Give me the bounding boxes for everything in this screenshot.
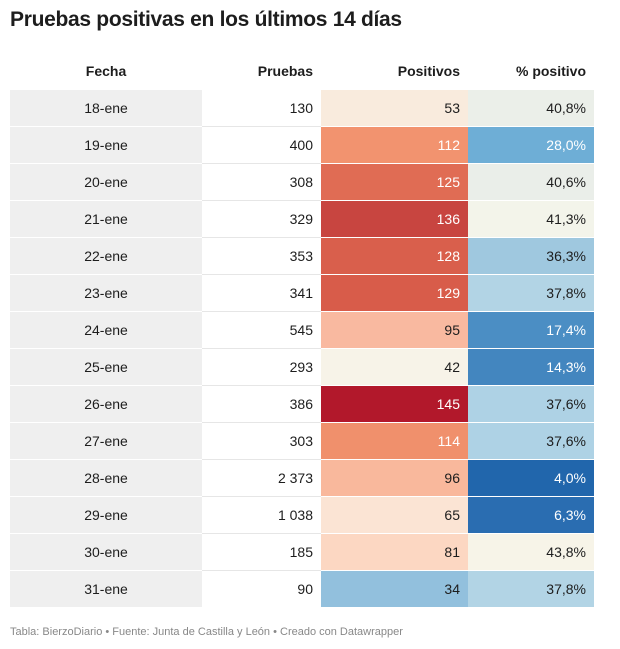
cell-pruebas: 353 [202, 237, 321, 275]
cell-pct-positivo: 14,3% [468, 348, 594, 386]
cell-fecha: 19-ene [10, 126, 202, 164]
cell-fecha: 28-ene [10, 459, 202, 497]
cell-pruebas: 545 [202, 311, 321, 349]
cell-fecha: 25-ene [10, 348, 202, 386]
cell-positivos: 136 [321, 200, 468, 238]
cell-pruebas: 329 [202, 200, 321, 238]
cell-positivos: 129 [321, 274, 468, 312]
cell-fecha: 31-ene [10, 570, 202, 607]
table-row: 19-ene 400 112 28,0% [10, 126, 594, 164]
cell-fecha: 23-ene [10, 274, 202, 312]
cell-pruebas: 130 [289, 99, 313, 116]
cell-positivos: 53 [321, 89, 468, 127]
column-header-fecha: Fecha [85, 62, 127, 79]
table-row: 18-ene 130 53 40,8% [10, 89, 594, 127]
cell-positivos: 34 [321, 570, 468, 607]
cell-fecha: 21-ene [10, 200, 202, 238]
cell-pruebas: 2 373 [202, 459, 321, 497]
cell-pruebas: 303 [202, 422, 321, 460]
table-row: 24-ene 545 95 17,4% [10, 311, 594, 349]
cell-pct-positivo: 37,6% [468, 385, 594, 423]
cell-pct-positivo: 37,8% [468, 570, 594, 607]
table-row: 26-ene 386 145 37,6% [10, 385, 594, 423]
cell-pruebas: 293 [202, 348, 321, 386]
cell-pct-positivo: 4,0% [468, 459, 594, 497]
cell-positivos: 114 [321, 422, 468, 460]
cell-positivos: 81 [321, 533, 468, 571]
table-row: 30-ene 185 81 43,8% [10, 533, 594, 571]
table-header-row: Fecha Pruebas Positivos % positivo [10, 52, 594, 90]
source-footer: Tabla: BierzoDiario • Fuente: Junta de C… [10, 626, 403, 638]
cell-fecha: 30-ene [10, 533, 202, 571]
cell-pruebas: 386 [202, 385, 321, 423]
table-row: 25-ene 293 42 14,3% [10, 348, 594, 386]
cell-pruebas: 308 [202, 163, 321, 201]
cell-pct-positivo: 28,0% [468, 126, 594, 164]
cell-positivos: 145 [321, 385, 468, 423]
table-row: 27-ene 303 114 37,6% [10, 422, 594, 460]
table-row: 21-ene 329 136 41,3% [10, 200, 594, 238]
cell-pct-positivo: 36,3% [468, 237, 594, 275]
column-header-positivos: Positivos [397, 62, 460, 79]
cell-positivos: 42 [321, 348, 468, 386]
cell-pruebas: 1 038 [202, 496, 321, 534]
cell-pct-positivo: 41,3% [468, 200, 594, 238]
cell-pct-positivo: 40,6% [468, 163, 594, 201]
cell-pct-positivo: 37,8% [468, 274, 594, 312]
table-row: 29-ene 1 038 65 6,3% [10, 496, 594, 534]
cell-positivos: 65 [321, 496, 468, 534]
cell-pruebas: 90 [202, 570, 321, 607]
table-row: 22-ene 353 128 36,3% [10, 237, 594, 275]
cell-pruebas: 341 [202, 274, 321, 312]
cell-pruebas: 400 [202, 126, 321, 164]
table-row: 23-ene 341 129 37,8% [10, 274, 594, 312]
cell-pct-positivo: 40,8% [468, 89, 594, 127]
cell-fecha: 26-ene [10, 385, 202, 423]
positivity-table: Fecha Pruebas Positivos % positivo 18-en… [10, 52, 594, 607]
column-header-pct-positivo: % positivo [515, 62, 586, 79]
cell-fecha: 20-ene [10, 163, 202, 201]
cell-pct-positivo: 37,6% [468, 422, 594, 460]
cell-fecha: 18-ene [10, 89, 202, 127]
cell-positivos: 95 [321, 311, 468, 349]
cell-fecha: 29-ene [10, 496, 202, 534]
cell-fecha: 24-ene [10, 311, 202, 349]
cell-positivos: 125 [321, 163, 468, 201]
cell-positivos: 112 [321, 126, 468, 164]
table-row: 20-ene 308 125 40,6% [10, 163, 594, 201]
table-row: 28-ene 2 373 96 4,0% [10, 459, 594, 497]
column-header-pruebas: Pruebas [257, 62, 313, 79]
cell-fecha: 27-ene [10, 422, 202, 460]
cell-pct-positivo: 6,3% [468, 496, 594, 534]
cell-pct-positivo: 17,4% [468, 311, 594, 349]
table-row: 31-ene 90 34 37,8% [10, 570, 594, 607]
cell-pct-positivo: 43,8% [468, 533, 594, 571]
cell-fecha: 22-ene [10, 237, 202, 275]
chart-title: Pruebas positivas en los últimos 14 días [10, 8, 402, 31]
cell-positivos: 128 [321, 237, 468, 275]
cell-positivos: 96 [321, 459, 468, 497]
cell-pruebas: 185 [202, 533, 321, 571]
